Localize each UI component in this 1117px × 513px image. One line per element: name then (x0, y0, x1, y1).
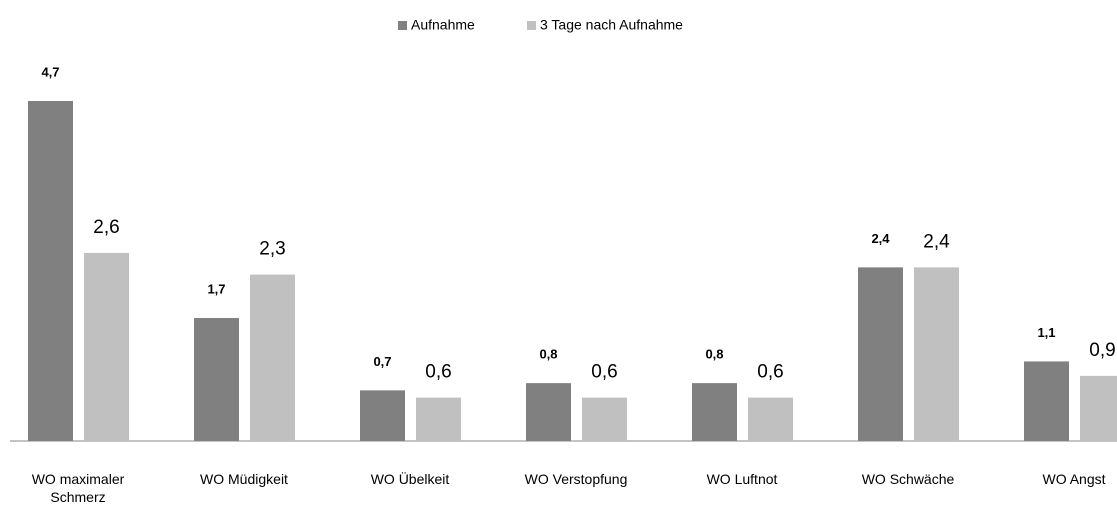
bar (1024, 361, 1069, 441)
data-label: 0,7 (373, 354, 391, 369)
bar (526, 383, 571, 441)
legend-label: 3 Tage nach Aufnahme (540, 17, 683, 33)
data-label: 2,4 (871, 231, 890, 246)
x-tick-label: WO maximaler Schmerz (31, 471, 125, 505)
bar (250, 274, 295, 441)
bar (360, 390, 405, 441)
data-label: 4,7 (41, 64, 59, 79)
bar (416, 397, 461, 441)
x-tick-label: WO Schwäche (861, 471, 955, 487)
data-label: 2,6 (93, 217, 119, 238)
x-tick-label: WO Verstopfung (524, 471, 628, 487)
x-tick-label: WO Angst (1042, 471, 1106, 487)
bar (28, 101, 73, 441)
legend-swatch (398, 21, 407, 30)
data-label: 1,1 (1037, 325, 1055, 340)
x-tick-label: WO Luftnot (706, 471, 778, 487)
x-tick-label: WO Müdigkeit (200, 471, 288, 487)
legend-label: Aufnahme (411, 17, 475, 33)
bar (858, 267, 903, 441)
data-label: 0,8 (705, 347, 723, 362)
bar (84, 252, 129, 441)
data-label: 0,9 (1089, 340, 1115, 361)
data-label: 0,6 (591, 362, 617, 383)
bar (914, 267, 959, 441)
x-tick-label: WO Übelkeit (370, 471, 450, 487)
bar (582, 397, 627, 441)
bar (194, 318, 239, 441)
data-label: 2,3 (259, 239, 285, 260)
legend-swatch (527, 21, 536, 30)
data-label: 0,8 (539, 347, 557, 362)
data-label: 0,6 (757, 362, 783, 383)
data-label: 2,4 (923, 231, 950, 252)
data-label: 0,6 (425, 362, 451, 383)
bar (748, 397, 793, 441)
data-label: 1,7 (207, 281, 225, 296)
bar (692, 383, 737, 441)
bar (1080, 375, 1117, 441)
